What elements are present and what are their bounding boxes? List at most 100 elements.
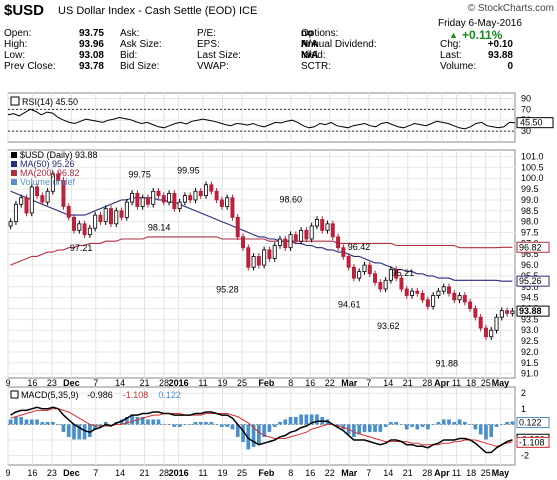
price-annotation-4: 95.28 (216, 285, 239, 295)
date-tick-13: 8 (288, 378, 293, 388)
macd-hist-bar-92 (494, 424, 499, 427)
macd-hist-bar-56 (304, 414, 309, 425)
date-tick-8: 2016 (169, 378, 189, 388)
macd-legend-text-3: 0.122 (158, 390, 181, 400)
date-tick-bottom-24: 25 (481, 468, 491, 478)
date-tick-bottom-5: 14 (115, 468, 125, 478)
field-label-5: Ask Size: (120, 39, 162, 50)
macd-hist-bar-4 (29, 419, 34, 425)
date-tick-21: Apr (434, 378, 450, 388)
candle-body-37 (204, 184, 209, 197)
candle-body-83 (446, 286, 451, 294)
price-legend-text-0: $USD (Daily) 93.88 (20, 150, 98, 160)
candle-body-14 (82, 223, 87, 236)
date-tick-bottom-8: 2016 (169, 468, 189, 478)
field-label-18: Volume: (440, 61, 477, 72)
candle-body-93 (499, 310, 504, 318)
macd-hist-bar-16 (93, 424, 97, 430)
candle-body-1 (13, 203, 18, 223)
macd-hist-bar-41 (225, 424, 230, 427)
field-label-1: High: (4, 39, 28, 50)
date-tick-6: 21 (139, 378, 149, 388)
date-tick-2: 23 (47, 378, 57, 388)
price-ytick-10: 96.0 (521, 260, 539, 270)
date-tick-bottom-4: 7 (93, 468, 98, 478)
date-tick-10: 19 (217, 378, 227, 388)
macd-hist-bar-43 (235, 424, 240, 437)
macd-hist-bar-12 (72, 424, 76, 440)
candle-body-35 (193, 190, 198, 201)
macd-hist-bar-71 (383, 424, 388, 427)
candle-body-43 (235, 216, 240, 238)
date-tick-bottom-17: 7 (366, 468, 371, 478)
macd-hist-bar-42 (230, 424, 235, 430)
date-tick-11: 25 (237, 378, 247, 388)
macd-hist-bar-82 (441, 419, 446, 425)
candle-body-90 (483, 327, 488, 338)
macd-hist-bar-52 (283, 419, 288, 425)
macd-hist-bar-50 (272, 424, 277, 427)
macd-hist-bar-6 (40, 421, 45, 425)
field-label-2: Low: (4, 50, 26, 61)
date-tick-bottom-7: 28 (159, 468, 169, 478)
candle-body-27 (151, 190, 156, 205)
macd-hist-bar-15 (88, 424, 92, 437)
macd-hist-bar-77 (415, 424, 420, 430)
candle-body-73 (394, 269, 399, 279)
candle-body-29 (161, 195, 166, 203)
candle-body-89 (478, 316, 483, 329)
candle-body-57 (309, 225, 314, 240)
macd-hist-bar-91 (489, 424, 494, 437)
panel-frame-rsi (7, 92, 516, 143)
macd-hist-bar-40 (220, 424, 224, 427)
candle-body-53 (288, 234, 293, 249)
price-ytick-18: 100.0 (521, 173, 544, 183)
date-tick-bottom-11: 25 (237, 468, 247, 478)
price-legend-text-3: Volume undef (20, 177, 76, 187)
candle-body-71 (383, 279, 388, 290)
macd-hist-bar-83 (447, 419, 451, 425)
date-tick-1: 16 (27, 378, 37, 388)
date-tick-18: 14 (383, 378, 393, 388)
price-tag-1 (516, 275, 550, 287)
price-legend-swatch-0 (11, 152, 17, 158)
candle-body-26 (145, 197, 150, 205)
macd-hist-bar-74 (399, 424, 404, 425)
candle-body-18 (103, 208, 108, 223)
macd-hist-bar-9 (56, 424, 61, 425)
price-annotation-0: 97.21 (70, 243, 93, 253)
candle-body-13 (77, 223, 82, 231)
price-ytick-20: 101.0 (521, 152, 544, 162)
macd-hist-bar-80 (431, 424, 435, 425)
macd-hist-bar-47 (257, 424, 261, 445)
date-tick-4: 7 (93, 378, 98, 388)
candle-body-48 (262, 249, 267, 266)
candle-body-68 (367, 264, 372, 275)
macd-hist-bar-72 (389, 421, 393, 425)
macd-hist-bar-24 (135, 416, 140, 425)
macd-hist-bar-81 (436, 421, 441, 425)
field-label-15: SCTR: (301, 61, 331, 72)
price-ytick-3: 92.5 (521, 336, 539, 346)
macd-hist-bar-18 (103, 421, 108, 425)
candle-body-24 (135, 193, 140, 207)
candle-body-70 (378, 282, 383, 290)
quote-date: Friday 6-May-2016 (438, 18, 522, 29)
macd-hist-bar-84 (452, 421, 457, 425)
candle-body-87 (468, 301, 473, 309)
price-legend-text-1: MA(50) 95.26 (20, 159, 75, 169)
rsi-value-tag-text: 45.50 (520, 118, 543, 128)
field-value-17: 93.88 (487, 50, 513, 61)
date-tick-bottom-13: 8 (288, 468, 293, 478)
candle-body-5 (35, 186, 40, 197)
date-tick-3: Dec (63, 378, 80, 388)
candle-body-67 (362, 264, 367, 273)
macd-hist-bar-79 (426, 424, 430, 430)
candle-body-21 (119, 210, 124, 218)
price-ytick-19: 100.5 (521, 162, 544, 172)
macd-hist-bar-51 (278, 421, 282, 425)
candle-body-82 (441, 286, 446, 292)
field-label-17: Last: (440, 50, 462, 61)
macd-hist-bar-75 (404, 424, 409, 430)
quote-header: $USD US Dollar Index - Cash Settle (EOD)… (0, 0, 557, 92)
